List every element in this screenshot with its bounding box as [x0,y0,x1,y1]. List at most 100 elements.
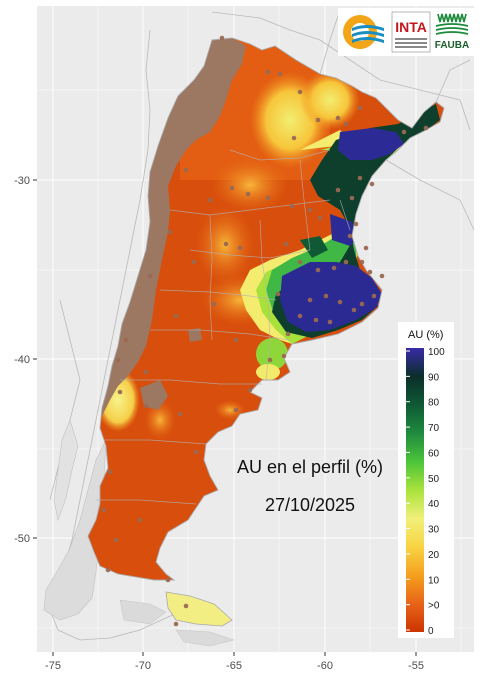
station-point [193,449,199,455]
legend-tick-label: 70 [428,423,440,434]
station-point [357,175,363,181]
station-point [317,215,323,221]
station-point [323,293,329,299]
station-point [347,233,353,239]
legend-tick-label: 30 [428,525,440,536]
map-title: AU en el perfil (%) [237,457,383,477]
station-point [353,221,359,227]
station-point [223,241,229,247]
legend-tick-label: 40 [428,499,440,510]
legend-tick-label: 60 [428,448,440,459]
fauba-text: FAUBA [435,40,469,51]
legend-tick-label: 0 [428,626,434,637]
station-point [275,291,281,297]
station-point [363,245,369,251]
x-axis: -75 -70 -65 -60 -55 [45,652,424,672]
station-point [107,469,113,475]
station-point [117,389,123,395]
station-point [357,105,363,111]
station-point [137,517,143,523]
inta-text: INTA [395,19,427,35]
fauba-logo: FAUBA [435,13,469,51]
station-point [349,195,355,201]
station-point [247,387,253,393]
station-point [173,621,179,627]
station-point [291,135,297,141]
station-point [113,537,119,543]
station-point [233,407,239,413]
legend-colorbar [406,348,424,632]
station-point [307,207,313,213]
station-point [315,267,321,273]
legend-tick-label: 80 [428,398,440,409]
chile-land [43,419,107,621]
map-date: 27/10/2025 [265,495,355,515]
station-point [233,337,239,343]
x-tick-label: -75 [45,660,61,672]
station-point [265,69,271,75]
legend-title: AU (%) [408,329,443,341]
legend-tick-label: 100 [428,347,445,358]
station-point [315,117,321,123]
station-point [105,567,111,573]
legend-ticks: 100 90 80 70 60 50 40 30 20 10 >0 0 [406,347,445,637]
station-point [367,269,373,275]
station-point [359,301,365,307]
station-point [277,71,283,77]
station-point [219,35,225,41]
station-point [289,203,295,209]
station-point [165,577,171,583]
station-point [337,299,343,305]
legend-tick-label: 50 [428,474,440,485]
legend-tick-label: 90 [428,372,440,383]
station-point [335,187,341,193]
legend-tick-label: 20 [428,550,440,561]
station-point [245,191,251,197]
legend-tick-label: 10 [428,575,440,586]
station-point [173,313,179,319]
station-point [423,125,429,131]
station-point [237,245,243,251]
station-point [285,331,291,337]
southern-islands [119,599,235,647]
legend-tick-label: >0 [428,601,440,612]
station-point [147,273,153,279]
station-point [313,317,319,323]
station-point [211,301,217,307]
x-tick-label: -60 [317,660,333,672]
y-tick-label: -50 [14,533,30,545]
tierra-del-fuego [165,591,233,627]
station-point [281,353,287,359]
x-tick-label: -70 [135,660,151,672]
y-axis: -30 -40 -50 [14,175,37,545]
station-point [297,259,303,265]
station-point [267,357,273,363]
station-point [101,507,107,513]
station-point [343,121,349,127]
station-point [335,115,341,121]
station-point [401,129,407,135]
station-point [143,369,149,375]
x-tick-label: -65 [226,660,242,672]
station-point [369,181,375,187]
station-point [343,259,349,265]
station-point [283,241,289,247]
station-points [101,35,429,627]
logos: INTA FAUBA [338,8,474,56]
station-point [359,259,365,265]
station-point [229,185,235,191]
station-point [331,265,337,271]
station-point [371,293,377,299]
station-point [297,89,303,95]
station-point [183,167,189,173]
station-point [207,197,213,203]
province-borders [96,149,351,505]
station-point [123,337,129,343]
station-point [351,307,357,313]
station-point [143,403,149,409]
station-point [191,259,197,265]
station-point [307,297,313,303]
station-point [167,229,173,235]
